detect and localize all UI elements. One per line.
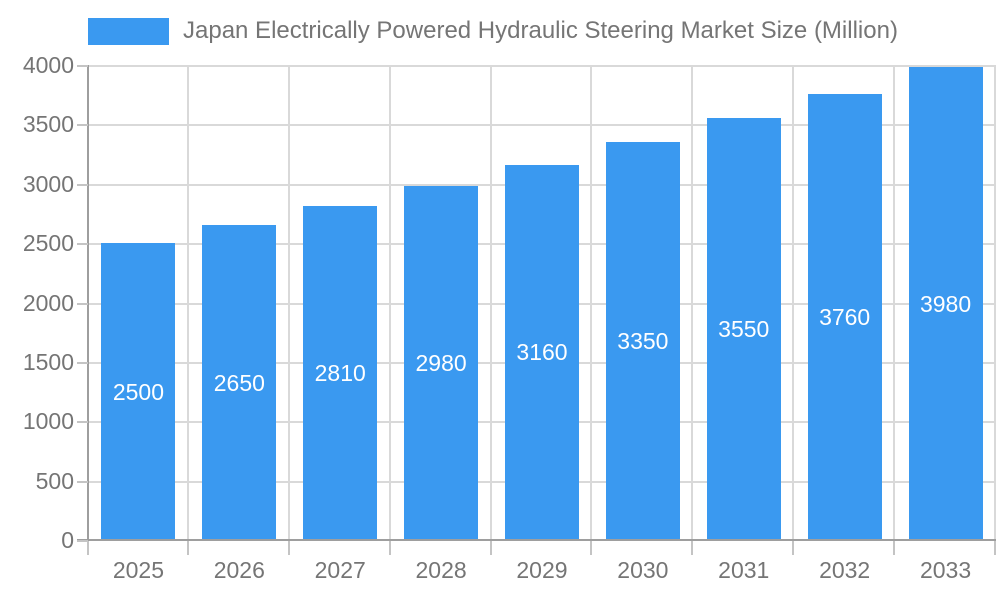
y-tick-mark <box>77 421 88 424</box>
x-tick-mark <box>489 541 492 555</box>
legend-item[interactable]: Japan Electrically Powered Hydraulic Ste… <box>88 17 898 45</box>
plot-area: 2500 2650 2810 2980 3160 3350 3550 3760 3980 <box>88 65 996 540</box>
y-tick-label: 2000 <box>22 289 74 316</box>
x-tick-label: 2033 <box>919 557 972 583</box>
h-gridline <box>88 124 996 127</box>
y-tick-mark <box>77 65 88 67</box>
y-tick-label: 3500 <box>22 111 74 138</box>
x-tick-mark <box>893 541 896 555</box>
bar-value-label: 2650 <box>213 369 265 396</box>
y-tick-label: 4000 <box>22 52 74 78</box>
x-axis-line <box>77 539 996 541</box>
y-tick-label: 3000 <box>22 170 74 197</box>
x-tick-label: 2026 <box>213 557 265 583</box>
h-gridline <box>88 65 996 67</box>
y-tick-mark <box>77 361 88 364</box>
bar-2031 <box>706 118 781 540</box>
x-tick-mark <box>186 541 189 555</box>
bar-value-label: 2980 <box>415 350 467 377</box>
bar-value-label: 2500 <box>112 378 165 405</box>
y-tick-label: 500 <box>35 467 74 494</box>
x-tick-label: 2027 <box>314 557 366 583</box>
bar-2029 <box>505 164 579 540</box>
x-tick-label: 2028 <box>415 557 467 583</box>
x-tick-label: 2030 <box>617 557 669 583</box>
v-gridline <box>994 65 996 540</box>
y-tick-label: 1500 <box>22 348 74 375</box>
y-tick-mark <box>77 243 88 246</box>
v-gridline <box>186 65 189 540</box>
y-tick-mark <box>77 540 88 542</box>
bar-2025 <box>101 243 176 540</box>
x-tick-label: 2032 <box>819 557 871 583</box>
chart-title: Japan Electrically Powered Hydraulic Ste… <box>183 17 898 44</box>
x-tick-mark <box>691 541 694 555</box>
bar-value-label: 3160 <box>516 339 568 366</box>
bar-value-label: 3550 <box>718 316 770 343</box>
y-tick-label: 0 <box>61 527 74 553</box>
y-tick-mark <box>77 480 88 483</box>
y-axis-line <box>87 65 89 555</box>
bar-value-label: 3350 <box>617 328 669 355</box>
y-tick-mark <box>77 302 88 305</box>
x-tick-mark <box>287 541 290 555</box>
v-gridline <box>792 65 795 540</box>
v-gridline <box>388 65 391 540</box>
bar-2028 <box>404 186 479 540</box>
legend-swatch <box>88 17 169 45</box>
bar-2026 <box>202 225 277 540</box>
v-gridline <box>691 65 694 540</box>
x-tick-mark <box>994 541 996 555</box>
bar-value-label: 3980 <box>919 290 972 317</box>
v-gridline <box>893 65 896 540</box>
x-tick-mark <box>87 541 89 555</box>
x-tick-mark <box>792 541 795 555</box>
y-tick-mark <box>77 124 88 127</box>
bar-value-label: 2810 <box>314 360 366 387</box>
bar-2030 <box>605 142 680 540</box>
x-tick-mark <box>590 541 593 555</box>
bar-2032 <box>807 93 882 540</box>
bar-2027 <box>303 206 378 540</box>
x-tick-mark <box>388 541 391 555</box>
x-tick-label: 2029 <box>516 557 568 583</box>
x-tick-label: 2025 <box>112 557 165 583</box>
y-tick-mark <box>77 183 88 186</box>
x-tick-label: 2031 <box>718 557 770 583</box>
v-gridline <box>489 65 492 540</box>
y-tick-label: 2500 <box>22 230 74 257</box>
bar-2033 <box>908 67 983 540</box>
v-gridline <box>590 65 593 540</box>
bar-value-label: 3760 <box>819 303 871 330</box>
y-tick-label: 1000 <box>22 408 74 435</box>
v-gridline <box>287 65 290 540</box>
